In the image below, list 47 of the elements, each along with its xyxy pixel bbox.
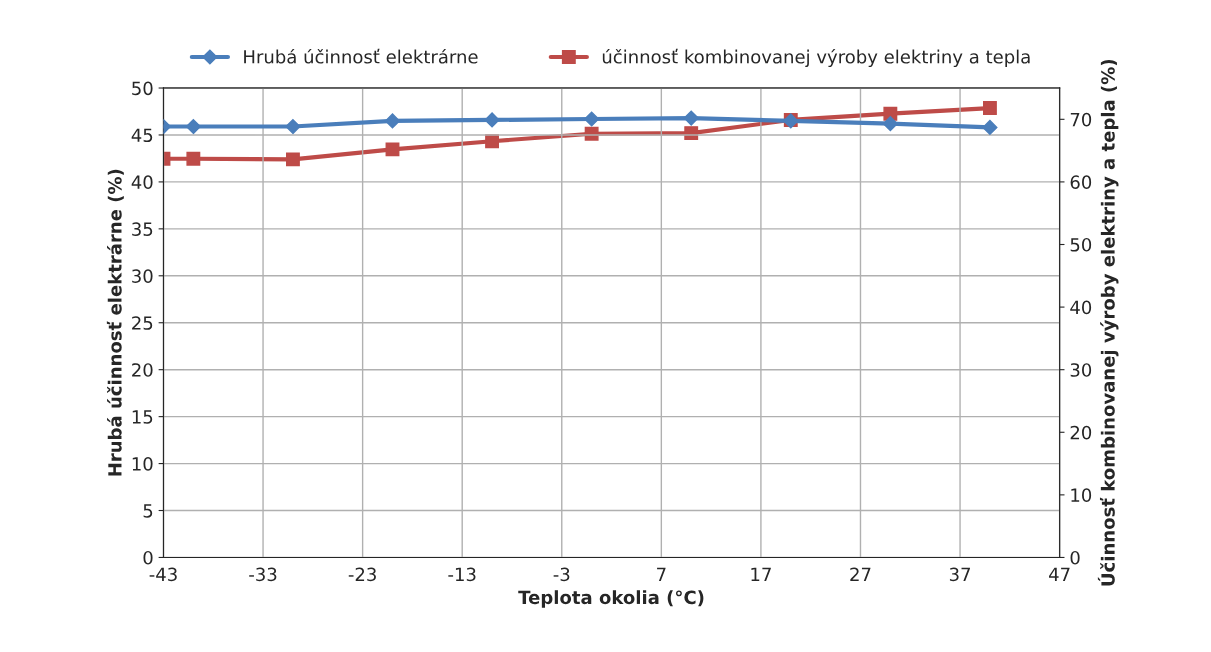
y2-tick-label: 0 — [1070, 550, 1080, 565]
y-tick-label: 15 — [132, 410, 153, 424]
x-tick-label: 47 — [1049, 567, 1070, 581]
legend-label: Hrubá účinnosť elektrárne — [244, 48, 478, 64]
y-tick-label: 50 — [132, 81, 153, 96]
x-axis-title: Teplota okolia (°C) — [518, 590, 704, 608]
point — [882, 116, 898, 132]
point — [384, 113, 401, 129]
y2-tick-label: 50 — [1070, 237, 1092, 252]
x-tick-label: -13 — [448, 567, 476, 582]
y2-tick-label: 10 — [1071, 488, 1092, 502]
point — [883, 106, 898, 121]
x-tick-label: 17 — [751, 567, 771, 581]
x-tick-label: 37 — [949, 567, 970, 582]
y-tick-label: 25 — [132, 316, 153, 330]
y-tick-label: 35 — [132, 222, 153, 236]
point — [982, 119, 998, 136]
y-tick-label: 5 — [143, 504, 153, 518]
y2-tick-label: 60 — [1070, 175, 1092, 190]
point — [185, 118, 201, 135]
y2-tick-label: 40 — [1070, 300, 1092, 315]
x-tick-label: -33 — [249, 567, 277, 582]
x-tick-label: 27 — [850, 567, 871, 581]
point — [484, 112, 500, 128]
point — [385, 142, 400, 157]
x-tick-label: -3 — [553, 567, 570, 582]
y-tick-label: 10 — [132, 457, 153, 471]
point — [683, 110, 699, 126]
point — [285, 118, 301, 135]
x-tick-label: -23 — [348, 567, 376, 582]
x-tick-label: 7 — [657, 567, 666, 581]
y2-tick-label: 20 — [1070, 425, 1092, 440]
legend-label: účinnosť kombinovanej výroby elektriny a tepla — [602, 48, 1030, 68]
point — [982, 101, 997, 115]
y-tick-label: 45 — [131, 128, 153, 143]
y2-tick-label: 30 — [1070, 363, 1092, 377]
point — [584, 111, 600, 127]
x-tick-label: -43 — [149, 567, 177, 582]
point — [285, 152, 300, 167]
y-tick-label: 30 — [132, 269, 153, 283]
y-tick-label: 0 — [143, 550, 153, 565]
y-tick-label: 20 — [132, 363, 153, 377]
point — [186, 151, 201, 166]
y2-axis-title: Účinnosť kombinovanej výroby elektriny a tepla (%) — [1097, 59, 1119, 586]
y-axis-title: Hrubá účinnosť elektrárne (%) — [106, 169, 124, 476]
y-tick-label: 40 — [131, 175, 153, 190]
y2-tick-label: 70 — [1070, 112, 1092, 127]
